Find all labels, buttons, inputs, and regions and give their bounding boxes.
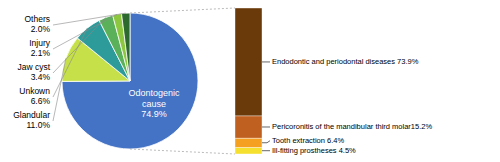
pie-label: Injury2.1%	[29, 39, 51, 59]
leader-line	[262, 61, 270, 62]
leader-line	[53, 17, 106, 73]
bar-label: Endodontic and periodontal diseases 73.9…	[272, 57, 419, 66]
bar-segment	[235, 8, 262, 116]
bar-segment	[235, 116, 262, 138]
leader-line	[262, 141, 270, 143]
leader-line	[53, 58, 66, 121]
connector-line	[130, 149, 235, 154]
label-line: 74.9%	[141, 110, 167, 120]
bar-label: Tooth extraction 6.4%	[272, 136, 344, 145]
bar-segment	[235, 138, 262, 147]
leader-line	[53, 13, 126, 25]
pie-label: Glandular11.0%	[13, 111, 50, 131]
leader-line	[53, 14, 117, 49]
bar-segment	[235, 147, 262, 154]
pie-slice	[121, 13, 130, 81]
label-line: 11.0%	[27, 120, 51, 130]
leader-line	[262, 150, 270, 151]
bar-labels: Ill-fitting prostheses 4.5%Tooth extract…	[262, 57, 432, 155]
pie-label: Jaw cyst3.4%	[17, 63, 50, 83]
label-line: Injury	[29, 39, 51, 49]
label-line: 2.0%	[31, 24, 51, 34]
bar-label: Ill-fitting prostheses 4.5%	[272, 146, 356, 155]
bars	[235, 8, 262, 154]
chart-root: Odontogeniccause74.9% Others2.0% Injury2.1…	[0, 0, 500, 162]
label-line: 6.6%	[31, 96, 51, 106]
leader-line	[262, 126, 270, 127]
label-line: Glandular	[13, 111, 50, 121]
label-line: Others	[24, 15, 50, 25]
label-line: 3.4%	[31, 72, 51, 82]
leader-line	[53, 28, 87, 97]
pie-slice	[62, 13, 198, 149]
pie-slice	[113, 14, 130, 81]
bar-label: Pericoronitis of the mandibular third mo…	[272, 122, 432, 131]
label-line: Jaw cyst	[17, 63, 50, 73]
pie-label: Others2.0%	[24, 15, 50, 35]
connector-line	[130, 8, 235, 13]
pie-label: Unkown6.6%	[19, 87, 50, 107]
label-line: 2.1%	[31, 48, 51, 58]
pie-labels: Odontogeniccause74.9% Others2.0% Injury2.1…	[13, 13, 180, 130]
connectors	[130, 8, 235, 154]
label-line: Odontogenic	[129, 89, 181, 99]
pie-label: Odontogeniccause74.9%	[129, 89, 181, 120]
pie	[62, 13, 198, 149]
label-line: cause	[142, 99, 166, 109]
label-line: Unkown	[19, 87, 50, 97]
